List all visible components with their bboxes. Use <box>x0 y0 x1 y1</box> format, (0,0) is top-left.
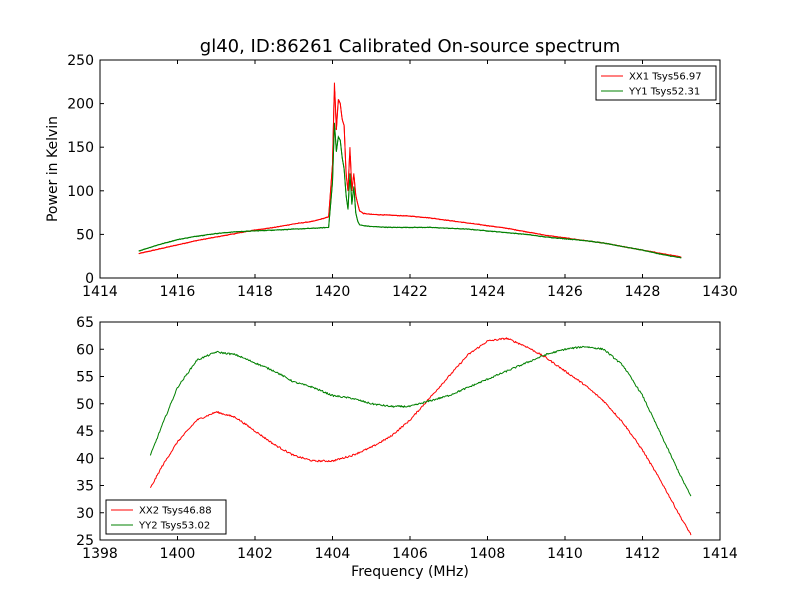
x-tick-label-1-7: 1428 <box>625 284 661 300</box>
x-tick-label-1-8: 1430 <box>702 284 738 300</box>
y-tick-label-2-1: 30 <box>76 506 94 522</box>
x-tick-label-1-5: 1424 <box>470 284 506 300</box>
x-tick-label-2-2: 1402 <box>237 546 273 562</box>
y-tick-label-1-4: 200 <box>67 97 94 113</box>
legend-1: XX1 Tsys56.97 YY1 Tsys52.31 <box>595 65 717 101</box>
bottom-subplot: Frequency (MHz) 1398 1400 1402 1404 1406 1408… <box>76 315 738 580</box>
y-tick-label-2-3: 40 <box>76 451 94 467</box>
series-anchor-line-1-1 <box>138 82 682 258</box>
x-tick-label-2-8: 1414 <box>702 546 738 562</box>
y-tick-label-1-3: 150 <box>67 140 94 156</box>
series-line-2-2 <box>149 345 692 497</box>
y-tick-label-2-0: 25 <box>76 533 94 549</box>
x-tick-label-2-7: 1412 <box>625 546 661 562</box>
legend-box-2 <box>105 499 227 535</box>
x-tick-label-2-6: 1410 <box>547 546 583 562</box>
series-line-2-1 <box>149 337 692 536</box>
y-tick-label-1-0: 0 <box>85 271 94 287</box>
y-tick-label-2-7: 60 <box>76 342 94 358</box>
legend-label-1-1: XX1 Tsys56.97 <box>629 72 702 83</box>
x-tick-label-1-2: 1418 <box>237 284 273 300</box>
x-tick-label-2-4: 1406 <box>392 546 428 562</box>
y-tick-label-2-2: 35 <box>76 479 94 495</box>
legend-box-1 <box>595 65 717 101</box>
x-tick-label-2-3: 1404 <box>315 546 351 562</box>
y-tick-label-2-6: 55 <box>76 370 94 386</box>
top-y-axis-title: Power in Kelvin <box>45 116 61 222</box>
x-tick-label-1-0: 1414 <box>82 284 118 300</box>
x-tick-label-2-5: 1408 <box>470 546 506 562</box>
y-tick-label-1-5: 250 <box>67 53 94 69</box>
legend-2: XX2 Tsys46.88 YY2 Tsys53.02 <box>105 499 227 535</box>
y-tick-label-1-1: 50 <box>76 227 94 243</box>
y-tick-label-2-5: 50 <box>76 397 94 413</box>
bottom-x-axis-title: Frequency (MHz) <box>351 564 469 580</box>
x-tick-label-1-6: 1426 <box>547 284 583 300</box>
x-tick-label-2-1: 1400 <box>160 546 196 562</box>
x-tick-label-1-3: 1420 <box>315 284 351 300</box>
legend-label-1-2: YY1 Tsys52.31 <box>628 87 700 98</box>
y-tick-label-1-2: 100 <box>67 184 94 200</box>
series-anchor-line-1-2 <box>138 122 682 259</box>
x-tick-label-1-1: 1416 <box>160 284 196 300</box>
chart-title: gl40, ID:86261 Calibrated On-source spec… <box>200 36 620 57</box>
y-tick-label-2-8: 65 <box>76 315 94 331</box>
top-subplot: gl40, ID:86261 Calibrated On-source spec… <box>45 36 738 300</box>
legend-label-2-1: XX2 Tsys46.88 <box>139 506 212 517</box>
legend-label-2-2: YY2 Tsys53.02 <box>138 521 210 532</box>
y-tick-label-2-4: 45 <box>76 424 94 440</box>
x-tick-label-2-0: 1398 <box>82 546 118 562</box>
x-tick-label-1-4: 1422 <box>392 284 428 300</box>
